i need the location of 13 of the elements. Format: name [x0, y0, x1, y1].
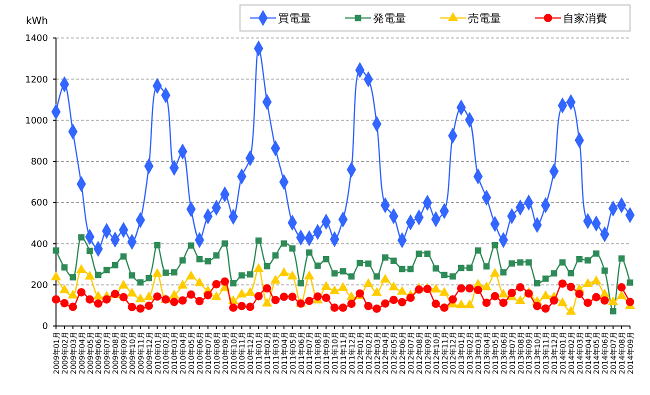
y-tick-label: 1000: [25, 116, 48, 126]
y-tick-label: 200: [30, 281, 48, 292]
legend-label: 発電量: [373, 12, 406, 25]
y-axis-title: kWh: [26, 16, 48, 27]
y-tick-label: 1200: [25, 75, 48, 86]
y-tick-label: 0: [42, 322, 48, 332]
legend-label: 売電量: [468, 12, 501, 25]
legend-label: 自家消費: [563, 12, 607, 25]
legend-label: 買電量: [278, 12, 311, 25]
y-tick-label: 1400: [25, 34, 48, 44]
y-tick-label: 600: [30, 198, 48, 209]
y-tick-label: 400: [30, 240, 48, 250]
y-tick-label: 800: [30, 158, 48, 168]
